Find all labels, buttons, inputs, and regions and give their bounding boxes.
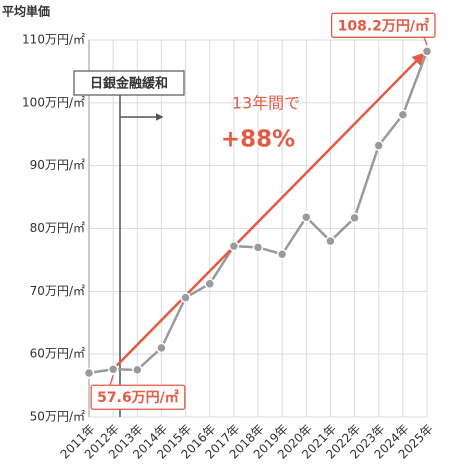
y-tick-label: 50万円/㎡ [30,410,85,424]
point [132,364,143,376]
point [204,278,215,290]
point [421,46,433,57]
point [373,140,384,151]
y-tick-label: 90万円/㎡ [30,158,85,172]
callout-box [90,384,186,410]
point [83,367,95,379]
y-tick-label: 110万円/㎡ [22,33,85,47]
growth-value: +88% [221,127,295,153]
callout: 57.6万円/㎡ [90,375,186,410]
point [276,249,288,260]
point [107,363,119,375]
point [228,240,240,252]
y-tick-label: 80万円/㎡ [30,221,85,235]
point [252,242,264,253]
event-box [73,70,185,96]
y-tick-label: 70万円/㎡ [30,284,85,298]
trend-arrow [112,52,425,371]
point [325,235,336,247]
callout-pointer [109,375,114,386]
point [301,211,312,223]
callout-pointer [423,37,428,46]
y-tick-label: 60万円/㎡ [30,347,85,361]
event-label: 日銀金融緩和 [90,76,168,92]
growth-caption: 13年間で [232,94,300,113]
point [397,109,409,121]
data-label: 57.6万円/㎡ [97,389,179,406]
point [349,212,360,224]
callout: 108.2万円/㎡ [330,12,436,46]
y-axis-label: 平均単価 [2,4,50,19]
y-tick-label: 100万円/㎡ [22,95,85,109]
callout-box [330,12,436,38]
point [156,342,167,354]
point [180,292,191,303]
data-label: 108.2万円/㎡ [338,17,429,34]
